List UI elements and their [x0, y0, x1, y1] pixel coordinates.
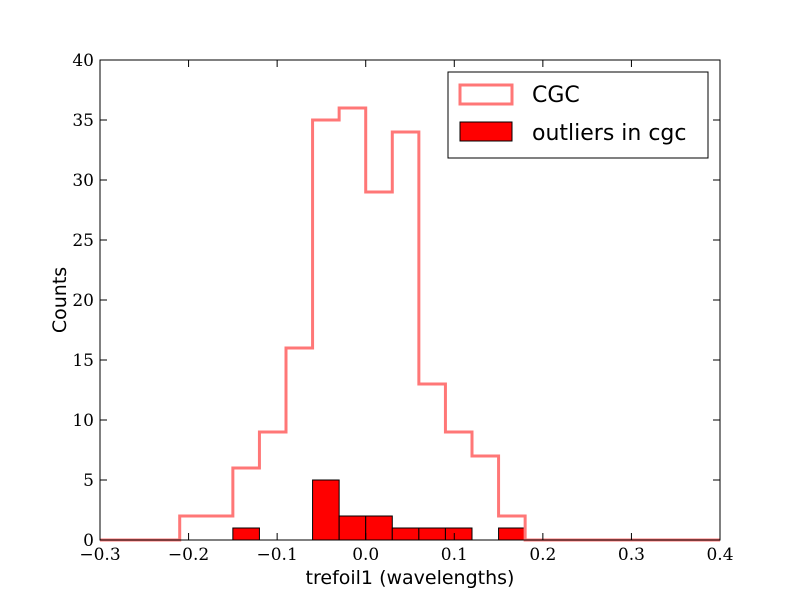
- outlier-bar: [232, 527, 260, 541]
- x-tick-label: 0.1: [441, 545, 468, 565]
- x-tick-label: 0.3: [618, 545, 645, 565]
- y-tick-label: 15: [72, 351, 94, 371]
- x-axis-label: trefoil1 (wavelengths): [306, 567, 515, 589]
- x-tick-label: −0.2: [168, 545, 209, 565]
- outlier-bar: [365, 515, 393, 541]
- y-tick-label: 10: [72, 411, 94, 431]
- outlier-bar: [338, 515, 367, 541]
- chart-marks: [100, 106, 720, 542]
- y-tick-label: 25: [72, 231, 94, 251]
- y-tick-label: 5: [83, 471, 94, 491]
- legend-label-outliers: outliers in cgc: [532, 121, 687, 146]
- x-tick-label: 0.2: [529, 545, 556, 565]
- axis-ticks: −0.3 −0.2 −0.1 0.0 0.1 0.2 0.3 0.4 0 5 10 15 20 25 30 3…: [72, 51, 733, 565]
- y-tick-label: 30: [72, 171, 94, 191]
- legend-swatch-cgc: [458, 83, 514, 106]
- cgc-step-line: [100, 106, 720, 542]
- outlier-bar: [312, 479, 340, 541]
- y-axis-label: Counts: [49, 267, 71, 333]
- outlier-bar: [498, 527, 526, 541]
- outlier-bar: [444, 527, 473, 541]
- outlier-bar: [418, 527, 446, 541]
- x-tick-label: 0.0: [352, 545, 379, 565]
- y-tick-label: 35: [72, 111, 94, 131]
- x-tick-label: −0.1: [257, 545, 298, 565]
- x-tick-label: 0.4: [706, 545, 733, 565]
- legend: CGC outliers in cgc: [447, 71, 709, 159]
- legend-swatch-outliers: [459, 121, 513, 142]
- axes-frame: [99, 59, 721, 541]
- legend-label-cgc: CGC: [532, 83, 580, 108]
- x-tick-label: −0.3: [79, 545, 120, 565]
- outlier-bar: [391, 527, 420, 541]
- y-tick-label: 20: [72, 291, 94, 311]
- y-tick-label: 40: [72, 51, 94, 71]
- y-tick-label: 0: [83, 531, 94, 551]
